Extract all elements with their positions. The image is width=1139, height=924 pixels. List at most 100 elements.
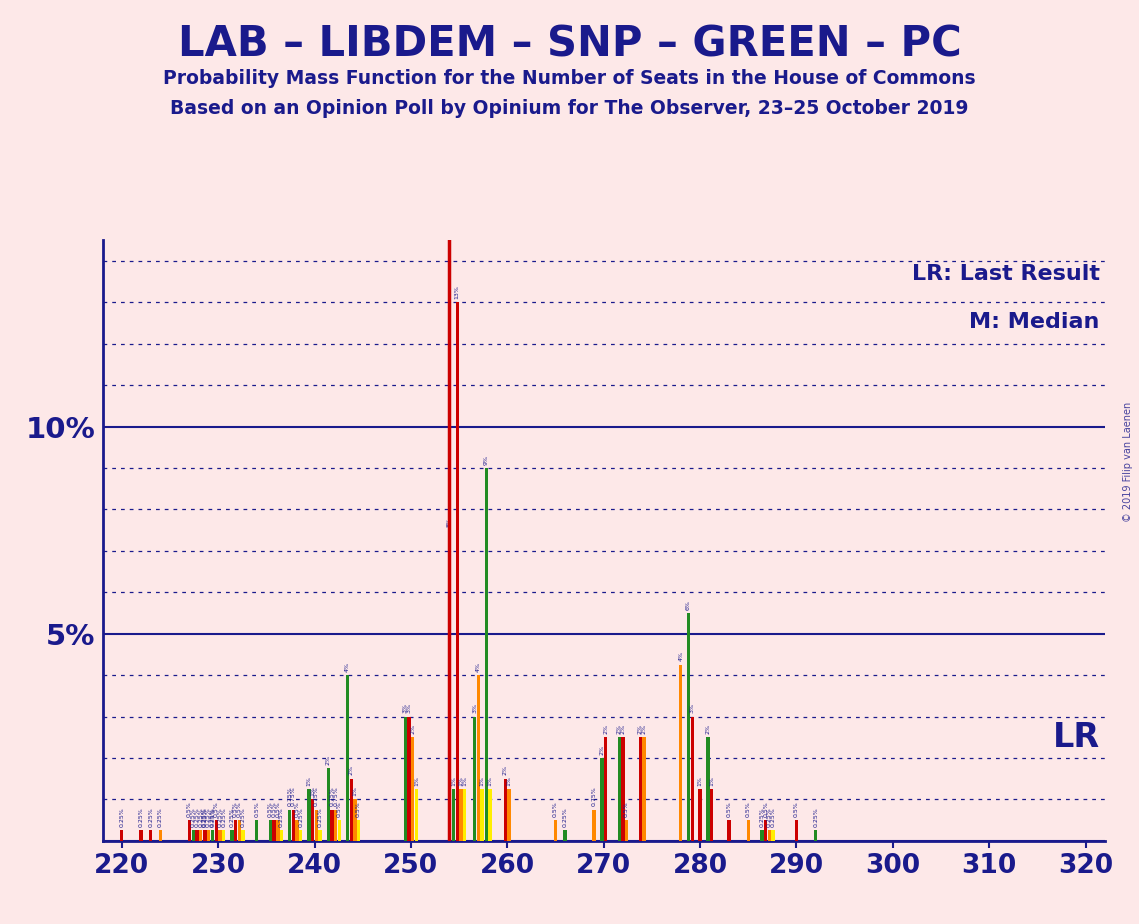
Bar [327, 769, 330, 841]
Bar [158, 831, 162, 841]
Bar [477, 675, 480, 841]
Text: 1%: 1% [708, 776, 714, 785]
Text: 2%: 2% [326, 755, 330, 765]
Bar [625, 821, 629, 841]
Bar [481, 789, 484, 841]
Bar [214, 821, 218, 841]
Text: 0.5%: 0.5% [727, 801, 731, 817]
Bar [408, 717, 411, 841]
Text: 0.25%: 0.25% [158, 808, 163, 827]
Text: 0.25%: 0.25% [218, 808, 222, 827]
Bar [255, 821, 259, 841]
Bar [318, 831, 321, 841]
Text: 0.25%: 0.25% [813, 808, 818, 827]
Text: 2%: 2% [621, 724, 625, 734]
Text: 0.25%: 0.25% [206, 808, 211, 827]
Text: 0.25%: 0.25% [767, 808, 772, 827]
Text: 13%: 13% [454, 286, 460, 299]
Text: 2%: 2% [641, 724, 647, 734]
Bar [233, 821, 237, 841]
Bar [300, 831, 303, 841]
Text: 9%: 9% [484, 455, 489, 465]
Text: 0.25%: 0.25% [198, 808, 203, 827]
Bar [308, 789, 311, 841]
Bar [452, 789, 456, 841]
Text: 0.75%: 0.75% [314, 786, 319, 807]
Text: 2%: 2% [705, 724, 711, 734]
Bar [698, 789, 702, 841]
Text: 2%: 2% [603, 724, 608, 734]
Text: 1%: 1% [451, 776, 456, 785]
Text: 1%: 1% [352, 786, 358, 796]
Text: 0.5%: 0.5% [214, 801, 219, 817]
Bar [292, 809, 295, 841]
Text: 0.75%: 0.75% [290, 786, 296, 807]
Bar [746, 821, 749, 841]
Text: 0.75%: 0.75% [287, 786, 293, 807]
Bar [241, 831, 245, 841]
Text: 4%: 4% [678, 651, 683, 662]
Bar [149, 831, 153, 841]
Text: 0.25%: 0.25% [202, 808, 207, 827]
Bar [188, 821, 191, 841]
Bar [462, 789, 466, 841]
Text: 0.5%: 0.5% [357, 801, 361, 817]
Text: 0.75%: 0.75% [591, 786, 597, 807]
Text: 0.5%: 0.5% [187, 801, 191, 817]
Text: 1%: 1% [462, 776, 467, 785]
Bar [353, 799, 357, 841]
Bar [617, 737, 621, 841]
Text: 0.25%: 0.25% [279, 808, 284, 827]
Bar [764, 821, 768, 841]
Bar [411, 737, 415, 841]
Bar [139, 831, 142, 841]
Bar [357, 821, 360, 841]
Bar [314, 809, 318, 841]
Bar [211, 831, 214, 841]
Bar [337, 821, 341, 841]
Bar [276, 821, 279, 841]
Bar [621, 737, 624, 841]
Text: 0.5%: 0.5% [337, 801, 342, 817]
Bar [334, 809, 337, 841]
Text: 8%: 8% [446, 517, 452, 527]
Text: 0.5%: 0.5% [763, 801, 768, 817]
Bar [814, 831, 818, 841]
Bar [642, 737, 646, 841]
Text: 0.5%: 0.5% [268, 801, 273, 817]
Text: 1%: 1% [458, 776, 464, 785]
Bar [564, 831, 567, 841]
Bar [771, 831, 775, 841]
Text: 0.25%: 0.25% [203, 808, 207, 827]
Text: 0.5%: 0.5% [552, 801, 558, 817]
Text: LR: LR [1052, 721, 1100, 754]
Text: 4%: 4% [476, 662, 481, 672]
Bar [489, 789, 492, 841]
Text: 0.5%: 0.5% [272, 801, 277, 817]
Text: 0.25%: 0.25% [229, 808, 235, 827]
Text: 0.25%: 0.25% [221, 808, 227, 827]
Text: 1%: 1% [507, 776, 511, 785]
Text: 0.75%: 0.75% [333, 786, 338, 807]
Text: M: Median: M: Median [969, 312, 1100, 333]
Text: 3%: 3% [407, 703, 411, 713]
Bar [288, 809, 292, 841]
Bar [508, 789, 510, 841]
Text: 0.5%: 0.5% [233, 801, 238, 817]
Bar [473, 717, 476, 841]
Bar [600, 758, 604, 841]
Text: 0.5%: 0.5% [746, 801, 751, 817]
Text: Based on an Opinion Poll by Opinium for The Observer, 23–25 October 2019: Based on an Opinion Poll by Opinium for … [170, 99, 969, 118]
Text: 0.75%: 0.75% [329, 786, 335, 807]
Bar [710, 789, 713, 841]
Bar [120, 831, 123, 841]
Bar [448, 530, 451, 841]
Text: 1%: 1% [306, 776, 312, 785]
Text: 0.25%: 0.25% [148, 808, 154, 827]
Text: 1%: 1% [697, 776, 703, 785]
Bar [690, 717, 694, 841]
Bar [230, 831, 233, 841]
Text: 6%: 6% [686, 600, 691, 610]
Text: 2%: 2% [617, 724, 622, 734]
Text: 3%: 3% [403, 703, 408, 713]
